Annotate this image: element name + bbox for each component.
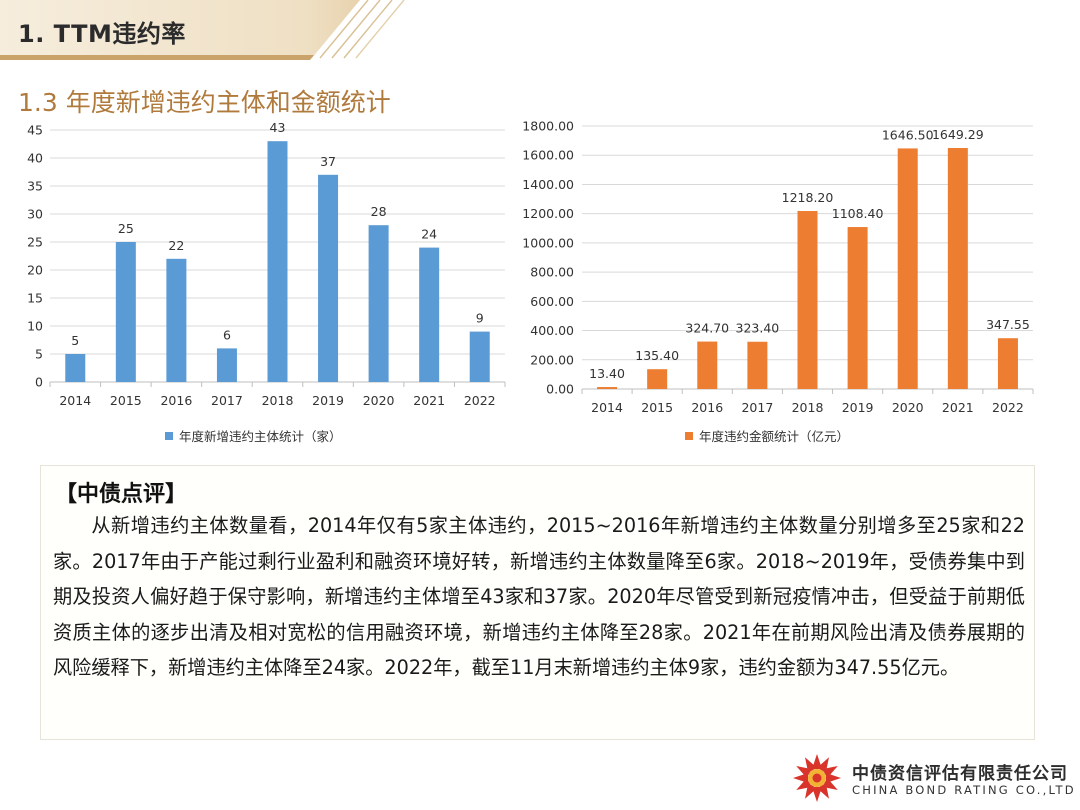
y-tick-label: 1400.00 — [522, 177, 574, 192]
y-tick-label: 30 — [27, 207, 43, 222]
brand-footer: 中债资信评估有限责任公司 CHINA BOND RATING CO.,LTD — [790, 750, 1075, 805]
data-label: 323.40 — [736, 321, 780, 336]
comment-body: 从新增违约主体数量看，2014年仅有5家主体违约，2015~2016年新增违约主… — [53, 514, 1025, 679]
data-label: 22 — [168, 238, 184, 253]
x-tick-label: 2019 — [312, 393, 344, 408]
data-label: 1218.20 — [782, 190, 834, 205]
section-title: 1. TTM违约率 — [18, 20, 186, 48]
data-label: 135.40 — [635, 348, 679, 363]
data-label: 1646.50 — [882, 127, 934, 142]
legend-swatch — [685, 432, 693, 440]
x-tick-label: 2015 — [110, 393, 142, 408]
x-tick-label: 2019 — [842, 400, 874, 415]
y-tick-label: 800.00 — [530, 265, 574, 280]
y-tick-label: 400.00 — [530, 323, 574, 338]
x-tick-label: 2016 — [160, 393, 192, 408]
bar-2015 — [647, 369, 668, 389]
y-tick-label: 15 — [27, 291, 43, 306]
y-tick-label: 200.00 — [530, 352, 574, 367]
bar-2016 — [166, 258, 187, 382]
bar-2019 — [318, 174, 339, 382]
x-tick-label: 2017 — [741, 400, 773, 415]
x-tick-label: 2016 — [691, 400, 723, 415]
y-tick-label: 40 — [27, 151, 43, 166]
data-label: 5 — [71, 333, 79, 348]
data-label: 43 — [270, 120, 286, 135]
y-tick-label: 0.00 — [546, 382, 574, 397]
x-tick-label: 2021 — [942, 400, 974, 415]
data-label: 28 — [371, 204, 387, 219]
bar-2022 — [997, 338, 1018, 389]
legend-label: 年度违约金额统计（亿元） — [699, 429, 849, 444]
comment-box: 【中债点评】 从新增违约主体数量看，2014年仅有5家主体违约，2015~201… — [40, 465, 1035, 740]
x-tick-label: 2020 — [363, 393, 395, 408]
x-tick-label: 2014 — [59, 393, 91, 408]
data-label: 37 — [320, 154, 336, 169]
x-tick-label: 2020 — [892, 400, 924, 415]
bar-2018 — [267, 141, 288, 382]
data-label: 1649.29 — [932, 127, 984, 142]
y-tick-label: 5 — [35, 347, 43, 362]
bar-2014 — [65, 354, 86, 382]
y-tick-label: 1600.00 — [522, 148, 574, 163]
data-label: 6 — [223, 327, 231, 342]
y-tick-label: 35 — [27, 179, 43, 194]
legend-swatch — [165, 432, 173, 440]
header-band — [0, 0, 405, 60]
comment-title: 【中债点评】 — [55, 482, 188, 507]
y-tick-label: 25 — [27, 235, 43, 250]
x-tick-label: 2015 — [641, 400, 673, 415]
brand-name-cn: 中债资信评估有限责任公司 — [852, 764, 1068, 784]
data-label: 13.40 — [589, 366, 625, 381]
page-subtitle: 1.3 年度新增违约主体和金额统计 — [18, 88, 391, 117]
y-tick-label: 10 — [27, 319, 43, 334]
company-logo-icon — [793, 754, 841, 802]
bar-2019 — [847, 227, 868, 389]
data-label: 1108.40 — [832, 206, 884, 221]
x-tick-label: 2022 — [464, 393, 496, 408]
bar-2021 — [419, 247, 440, 382]
x-tick-label: 2014 — [591, 400, 623, 415]
bar-2022 — [469, 331, 490, 382]
bar-2014 — [597, 387, 618, 389]
brand-name-en: CHINA BOND RATING CO.,LTD — [852, 783, 1076, 797]
data-label: 347.55 — [986, 317, 1030, 332]
y-tick-label: 1000.00 — [522, 235, 574, 250]
y-tick-label: 600.00 — [530, 294, 574, 309]
x-tick-label: 2021 — [413, 393, 445, 408]
x-tick-label: 2022 — [992, 400, 1024, 415]
data-label: 9 — [476, 311, 484, 326]
bar-2020 — [368, 225, 389, 382]
x-tick-label: 2018 — [792, 400, 824, 415]
x-tick-label: 2018 — [262, 393, 294, 408]
bar-2015 — [115, 242, 136, 382]
y-tick-label: 20 — [27, 263, 43, 278]
data-label: 25 — [118, 221, 134, 236]
bar-2017 — [747, 341, 768, 389]
x-tick-label: 2017 — [211, 393, 243, 408]
legend-label: 年度新增违约主体统计（家） — [179, 429, 342, 444]
data-label: 24 — [421, 227, 437, 242]
y-tick-label: 45 — [27, 123, 43, 138]
bar-2021 — [947, 148, 968, 389]
data-label: 324.70 — [685, 321, 729, 336]
charts-area: 0 5 10 15 20 25 30 35 40 45 5 2014 25 2015 22 2016 6 2017… — [27, 119, 1034, 444]
y-tick-label: 1200.00 — [522, 206, 574, 221]
bar-2017 — [216, 348, 237, 382]
bar-2018 — [797, 211, 818, 389]
y-tick-label: 1800.00 — [522, 119, 574, 134]
bar-2016 — [697, 341, 718, 389]
bar-2020 — [897, 148, 918, 389]
y-tick-label: 0 — [35, 375, 43, 390]
